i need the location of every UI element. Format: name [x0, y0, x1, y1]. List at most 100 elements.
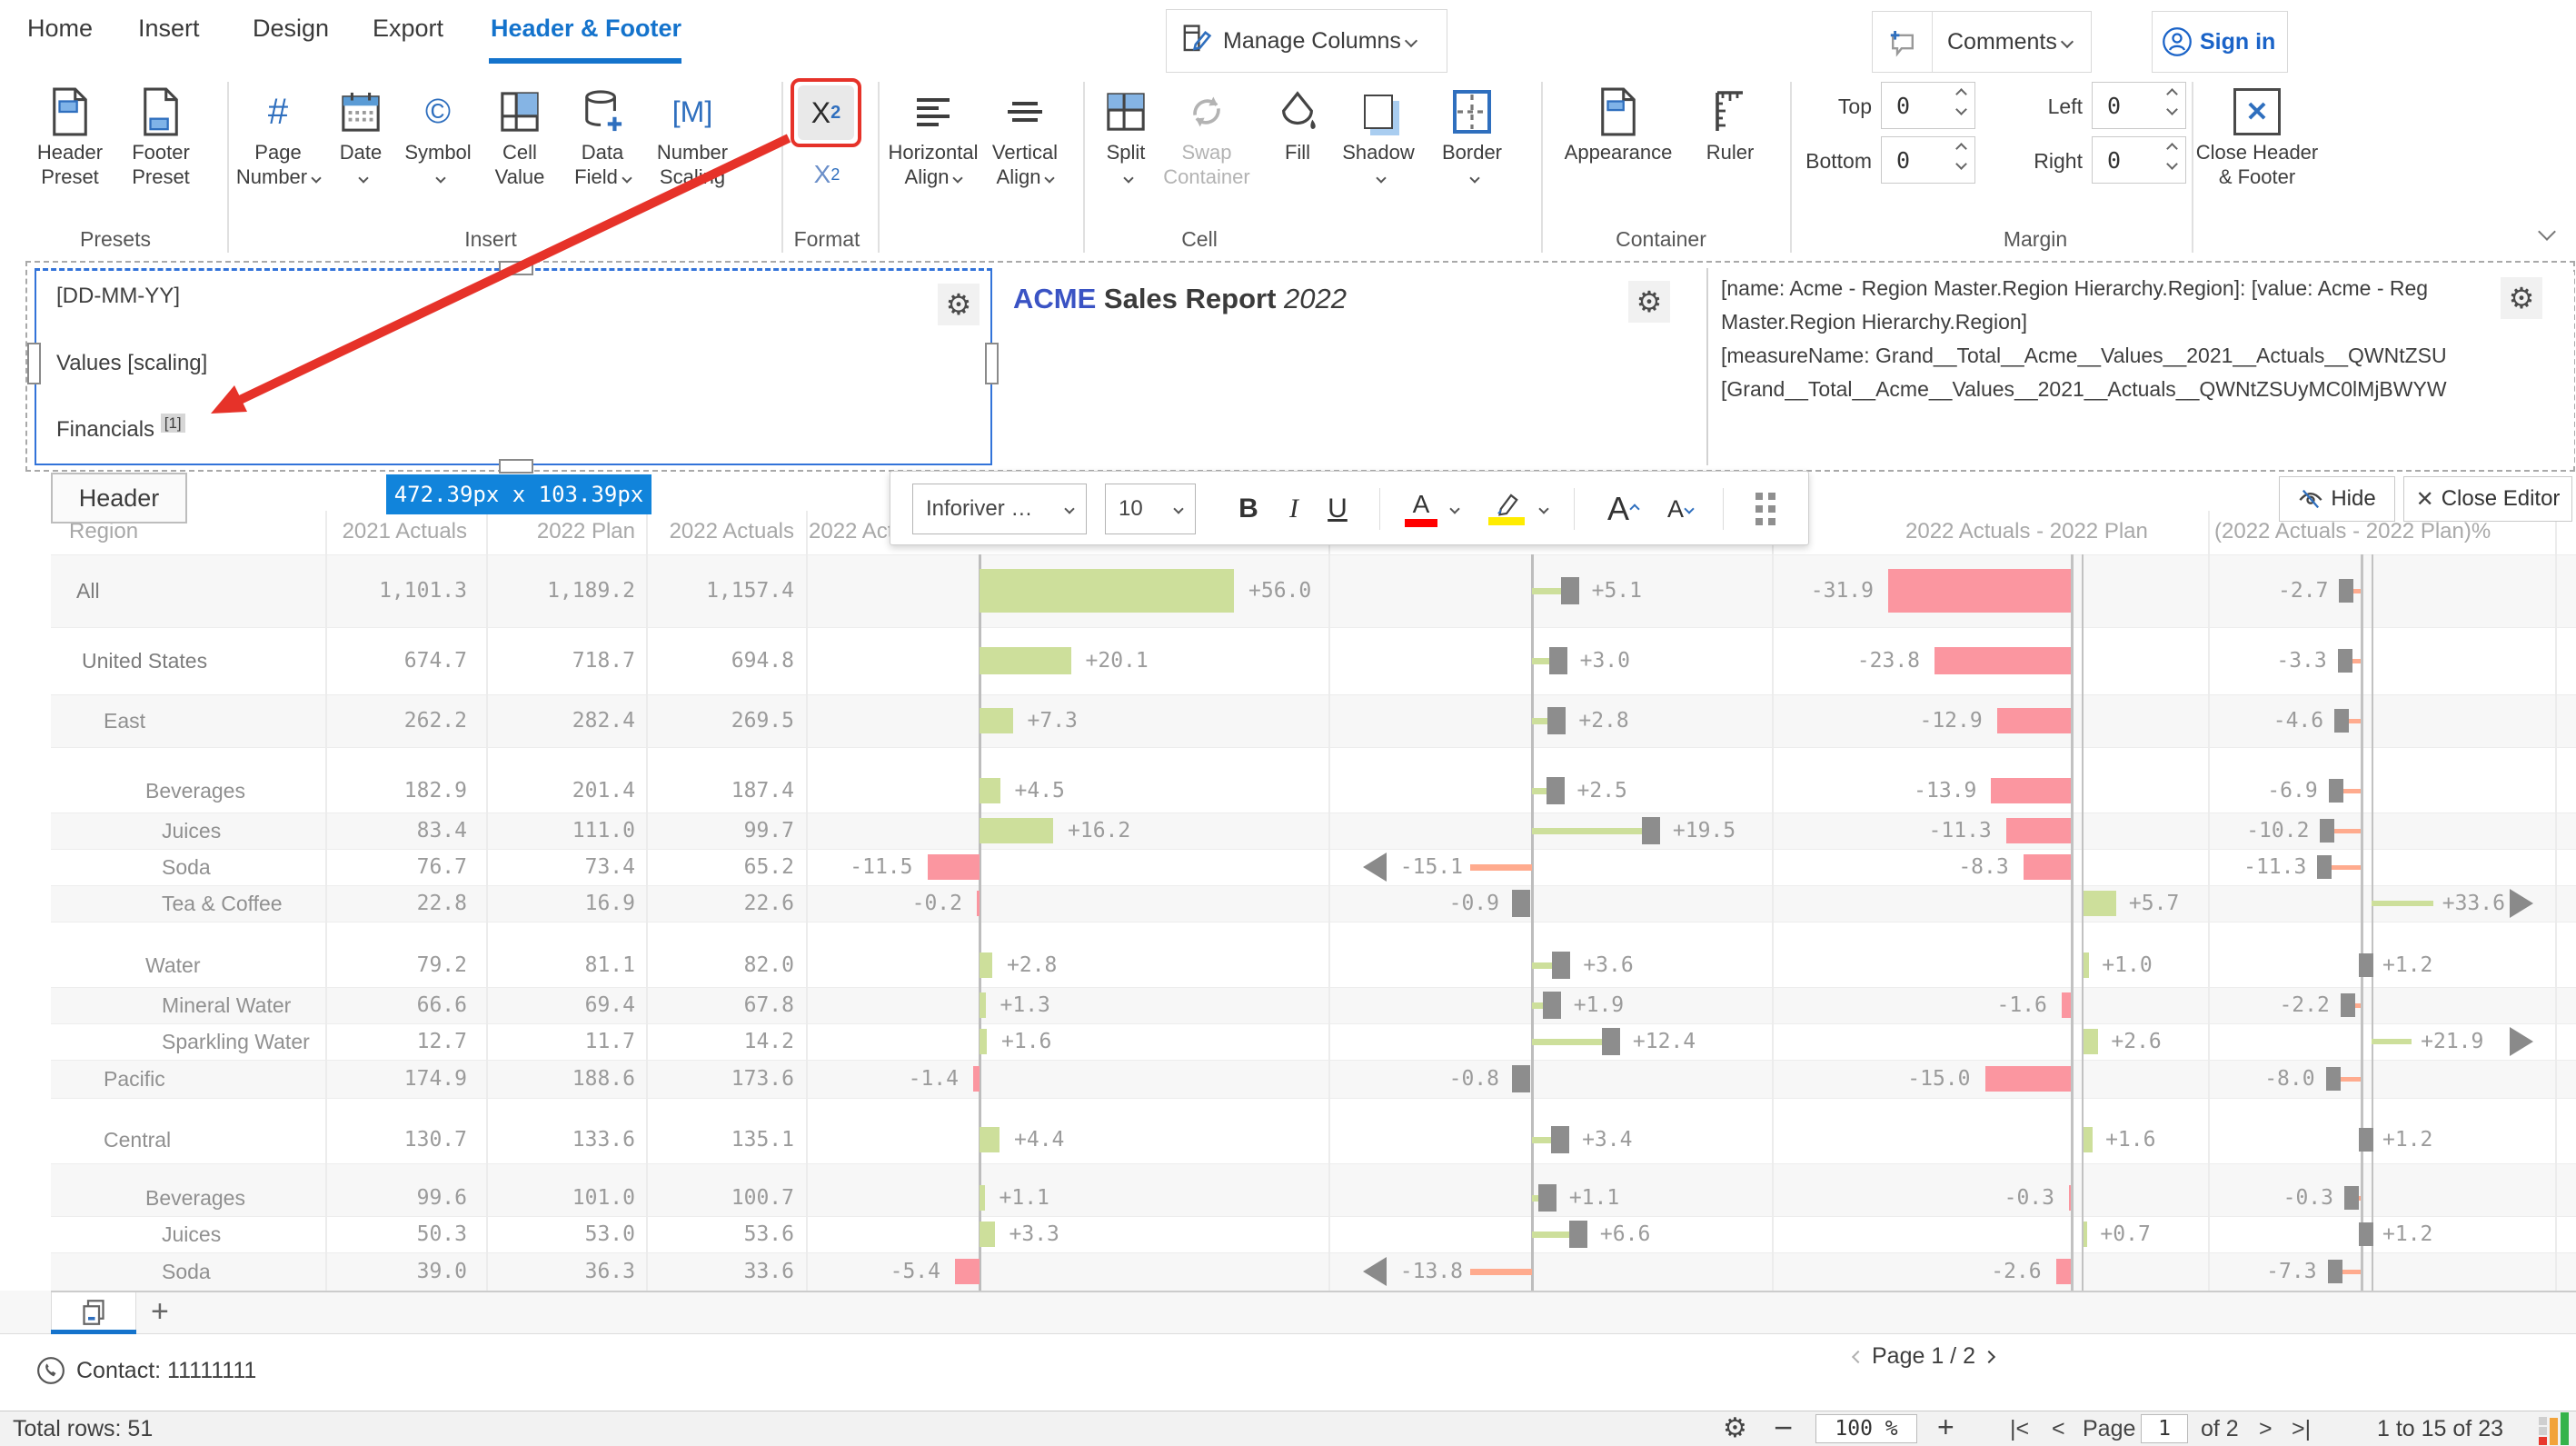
bold-button[interactable]: B [1238, 494, 1258, 524]
button-label: & Footer [2218, 165, 2296, 188]
first-page-button[interactable]: |< [2010, 1416, 2030, 1441]
gear-icon[interactable]: ⚙ [938, 284, 980, 325]
shrink-font-button[interactable]: A [1656, 484, 1705, 534]
page-number-input[interactable] [2141, 1414, 2188, 1443]
chevron-down-icon [1684, 504, 1695, 514]
manage-columns-button[interactable]: Manage Columns [1166, 9, 1447, 73]
vertical-align-button[interactable]: Vertical Align [983, 84, 1067, 189]
fill-button[interactable]: Fill [1268, 84, 1327, 165]
font-size-select[interactable]: 10 [1105, 484, 1196, 534]
column-separator [325, 511, 327, 1291]
column-header-variance-1[interactable]: 2022 Act [809, 519, 894, 543]
column-header-2022-actuals[interactable]: 2022 Actuals [669, 519, 794, 543]
close-header-footer-button[interactable]: ✕ Close Header & Footer [2188, 84, 2326, 189]
margin-bottom-stepper[interactable]: 0 [1881, 136, 1975, 184]
stepper-arrows-icon[interactable] [1955, 143, 1967, 170]
gear-icon[interactable]: ⚙ [2501, 277, 2542, 319]
zoom-level-box[interactable]: 100 % [1815, 1414, 1917, 1443]
horizontal-align-button[interactable]: Horizontal Align [887, 84, 980, 189]
cell-value-button[interactable]: Cell Value [480, 84, 560, 189]
row-label: Pacific [104, 1067, 165, 1091]
sheet-tab-active-underline [51, 1330, 136, 1334]
close-editor-button[interactable]: ✕ Close Editor [2403, 476, 2572, 522]
data-field-button[interactable]: Data Field [563, 84, 642, 189]
comments-button[interactable]: Comments [1872, 11, 2092, 73]
cell-2021-actuals: 22.8 [416, 892, 467, 915]
footer-preset-button[interactable]: Footer Preset [118, 84, 204, 189]
column-header-2022-plan[interactable]: 2022 Plan [536, 519, 635, 543]
tab-design[interactable]: Design [253, 15, 330, 42]
highlight-dropdown[interactable] [1532, 484, 1556, 534]
column-header-variance-4[interactable]: (2022 Actuals - 2022 Plan)% [2214, 519, 2491, 543]
tab-export[interactable]: Export [373, 15, 444, 42]
contact-line[interactable]: Contact: 11111111 [36, 1356, 256, 1385]
symbol-button[interactable]: © Symbol [400, 84, 476, 189]
ruler-button[interactable]: Ruler [1688, 84, 1772, 165]
resize-handle-top[interactable] [499, 261, 533, 275]
header-values-placeholder[interactable]: Values [scaling] [56, 351, 208, 375]
last-page-button[interactable]: >| [2292, 1416, 2312, 1441]
sign-in-button[interactable]: Sign in [2152, 11, 2288, 73]
tab-home[interactable]: Home [27, 15, 94, 42]
cell-2022-plan: 36.3 [584, 1260, 635, 1283]
split-button[interactable]: Split [1096, 84, 1156, 189]
zoom-out-button[interactable]: − [1774, 1409, 1794, 1446]
resize-handle-left[interactable] [27, 343, 41, 384]
margin-right-stepper[interactable]: 0 [2092, 136, 2186, 184]
tab-insert[interactable]: Insert [138, 15, 200, 42]
font-family-select[interactable]: Inforiver … [912, 484, 1087, 534]
drag-handle[interactable] [1745, 484, 1786, 534]
header-center-cell[interactable]: ACME Sales Report 2022 ⚙ [1000, 270, 1706, 464]
person-icon [2162, 26, 2193, 57]
lollipop-line [1532, 658, 1549, 664]
hide-button[interactable]: Hide [2279, 476, 2395, 522]
zoom-settings-gear-icon[interactable]: ⚙ [1723, 1413, 1747, 1443]
stepper-arrows-icon[interactable] [1955, 88, 1967, 115]
next-page-button[interactable]: > [2259, 1416, 2273, 1441]
number-scaling-button[interactable]: [M] Number Scaling [645, 84, 740, 189]
add-sheet-button[interactable]: + [151, 1294, 169, 1329]
underline-button[interactable]: U [1328, 494, 1348, 524]
cell-2022-actuals: 82.0 [743, 953, 794, 977]
tab-header-footer[interactable]: Header & Footer [491, 15, 682, 42]
font-color-button[interactable]: A [1399, 484, 1443, 534]
margin-left-stepper[interactable]: 0 [2092, 82, 2186, 129]
italic-button[interactable]: I [1289, 494, 1298, 524]
resize-handle-right[interactable] [985, 343, 999, 384]
font-color-dropdown[interactable] [1443, 484, 1467, 534]
stepper-arrows-icon[interactable] [2166, 88, 2178, 115]
variance-label: -11.5 [850, 855, 913, 879]
row-label: Soda [162, 1260, 211, 1283]
chevron-down-icon [952, 173, 964, 184]
highlight-button[interactable] [1483, 484, 1530, 534]
variance-bar [955, 1259, 980, 1284]
previous-page-button[interactable]: < [2052, 1416, 2065, 1441]
stepper-arrows-icon[interactable] [2166, 143, 2178, 170]
resize-handle-bottom[interactable] [499, 459, 533, 474]
margin-top-stepper[interactable]: 0 [1881, 82, 1975, 129]
zoom-in-button[interactable]: + [1937, 1411, 1954, 1443]
header-preset-button[interactable]: Header Preset [27, 84, 113, 189]
financials-superscript[interactable]: [1] [160, 414, 185, 433]
header-left-cell[interactable]: [DD-MM-YY] Values [scaling] Financials [… [35, 268, 992, 465]
collapse-ribbon-chevron-icon[interactable] [2538, 223, 2556, 241]
appearance-button[interactable]: Appearance [1550, 84, 1686, 165]
gear-icon[interactable]: ⚙ [1628, 281, 1670, 323]
border-button[interactable]: Border [1432, 84, 1512, 189]
header-right-cell[interactable]: [name: Acme - Region Master.Region Hiera… [1721, 272, 2574, 465]
sheet-tab[interactable] [51, 1291, 136, 1334]
date-button[interactable]: Date [325, 84, 396, 189]
page-number-button[interactable]: # Page Number [234, 84, 322, 189]
header-badge[interactable]: Header [51, 473, 187, 524]
grow-font-button[interactable]: A [1597, 484, 1648, 534]
header-financials-text[interactable]: Financials [1] [56, 414, 185, 443]
cell-2022-actuals: 65.2 [743, 855, 794, 879]
header-date-placeholder[interactable]: [DD-MM-YY] [56, 284, 180, 308]
column-header-2021-actuals[interactable]: 2021 Actuals [342, 519, 467, 543]
group-label-presets: Presets [80, 227, 151, 251]
column-header-variance-3[interactable]: 2022 Actuals - 2022 Plan [1905, 519, 2148, 543]
shadow-button[interactable]: Shadow [1336, 84, 1421, 189]
variance-marker [1512, 890, 1530, 917]
